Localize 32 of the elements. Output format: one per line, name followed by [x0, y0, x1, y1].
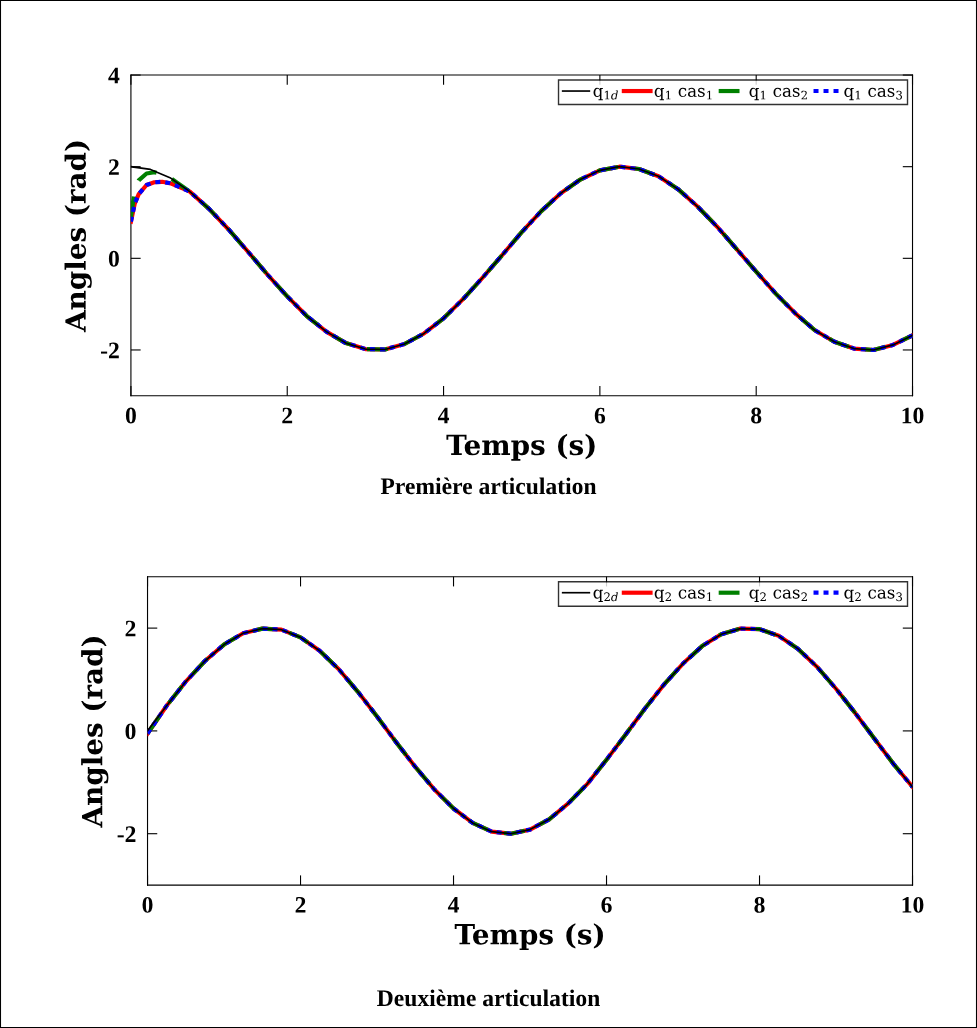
legend-label: q$_{2}$ cas$_{1}$ — [654, 589, 712, 602]
x-tick-label: 2 — [282, 407, 293, 424]
text: Deuxième articulation — [377, 989, 600, 1007]
y-tick-label: -2 — [117, 826, 136, 842]
x-axis-title: Temps (s) — [446, 433, 595, 461]
x-tick-label: 0 — [142, 896, 153, 913]
x-tick-label: 10 — [902, 407, 924, 424]
text: Première articulation — [380, 477, 597, 495]
x-tick-label: 4 — [447, 897, 459, 913]
legend-label: q$_{2}$ cas$_{2}$ — [749, 589, 807, 602]
x-tick-label: 4 — [437, 407, 450, 424]
x-tick-label: 6 — [594, 407, 606, 424]
y-tick-label: 2 — [108, 159, 119, 175]
y-tick-label: 0 — [125, 723, 136, 740]
y-tick-label: 4 — [108, 67, 120, 84]
y-tick-label: 0 — [108, 250, 119, 267]
y-axis-title: Angles (rad) — [81, 637, 109, 828]
x-tick-label: 8 — [751, 407, 762, 424]
legend-label: q$_{2d}$ — [593, 589, 618, 602]
legend-label: q$_{1}$ cas$_{1}$ — [654, 87, 712, 101]
legend-label: q$_{1}$ cas$_{3}$ — [844, 87, 903, 101]
y-tick-label: 2 — [125, 620, 136, 637]
x-tick-label: 10 — [902, 896, 924, 913]
legend-label: q$_{2}$ cas$_{3}$ — [844, 589, 903, 602]
y-tick-label: -2 — [101, 342, 119, 359]
x-axis-title: Temps (s) — [454, 923, 603, 951]
legend-label: q$_{1}$ cas$_{2}$ — [749, 87, 807, 101]
x-tick-label: 8 — [754, 896, 765, 913]
y-axis-title: Angles (rad) — [64, 141, 92, 333]
legend-label: q$_{1d}$ — [593, 87, 618, 101]
x-tick-label: 2 — [295, 896, 306, 913]
x-tick-label: 6 — [601, 896, 612, 913]
